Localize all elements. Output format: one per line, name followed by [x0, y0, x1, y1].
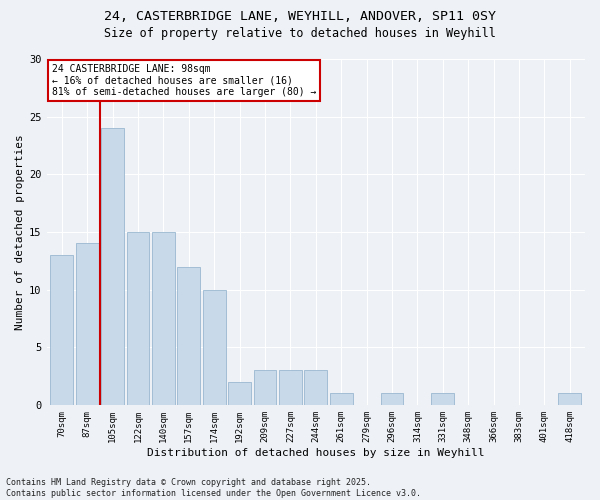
Bar [101, 128, 124, 405]
Text: 24 CASTERBRIDGE LANE: 98sqm
← 16% of detached houses are smaller (16)
81% of sem: 24 CASTERBRIDGE LANE: 98sqm ← 16% of det… [52, 64, 316, 98]
Bar [178, 266, 200, 405]
Bar [559, 394, 581, 405]
Text: Size of property relative to detached houses in Weyhill: Size of property relative to detached ho… [104, 28, 496, 40]
Bar [203, 290, 226, 405]
Bar [304, 370, 327, 405]
Bar [431, 394, 454, 405]
Y-axis label: Number of detached properties: Number of detached properties [15, 134, 25, 330]
Text: 24, CASTERBRIDGE LANE, WEYHILL, ANDOVER, SP11 0SY: 24, CASTERBRIDGE LANE, WEYHILL, ANDOVER,… [104, 10, 496, 23]
Bar [127, 232, 149, 405]
Bar [228, 382, 251, 405]
Bar [254, 370, 277, 405]
Bar [152, 232, 175, 405]
Text: Contains HM Land Registry data © Crown copyright and database right 2025.
Contai: Contains HM Land Registry data © Crown c… [6, 478, 421, 498]
Bar [50, 255, 73, 405]
Bar [380, 394, 403, 405]
X-axis label: Distribution of detached houses by size in Weyhill: Distribution of detached houses by size … [147, 448, 485, 458]
Bar [330, 394, 353, 405]
Bar [279, 370, 302, 405]
Bar [76, 244, 98, 405]
